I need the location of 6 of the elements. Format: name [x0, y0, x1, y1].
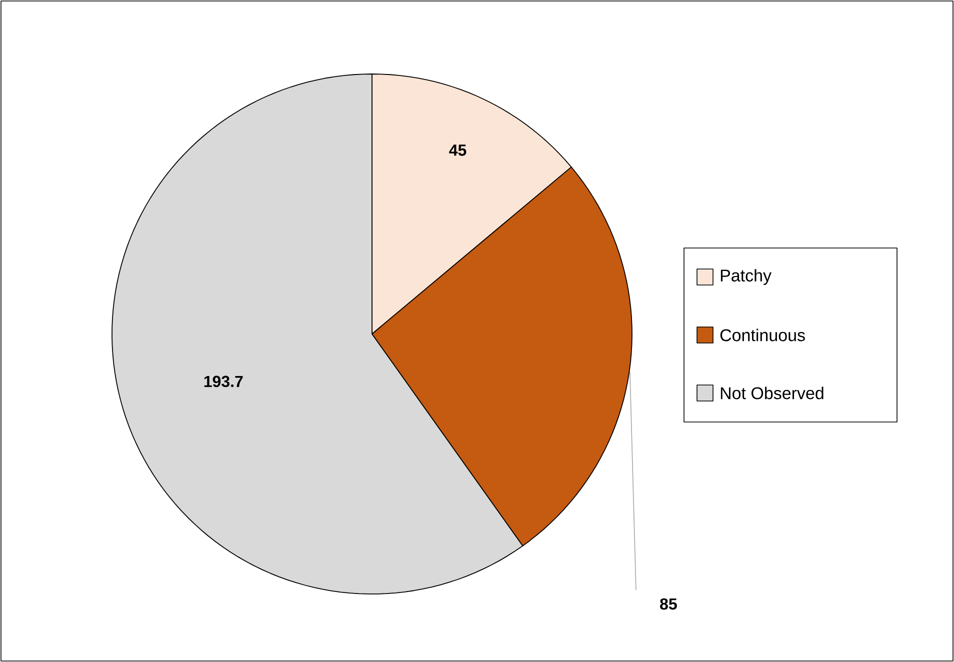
data-label: 45: [449, 144, 466, 156]
data-label: 193.7: [204, 376, 243, 388]
data-label: 85: [660, 598, 677, 610]
legend-label: Continuous: [720, 328, 805, 342]
legend-label: Patchy: [720, 269, 772, 285]
legend-label: Not Observed: [720, 386, 824, 400]
